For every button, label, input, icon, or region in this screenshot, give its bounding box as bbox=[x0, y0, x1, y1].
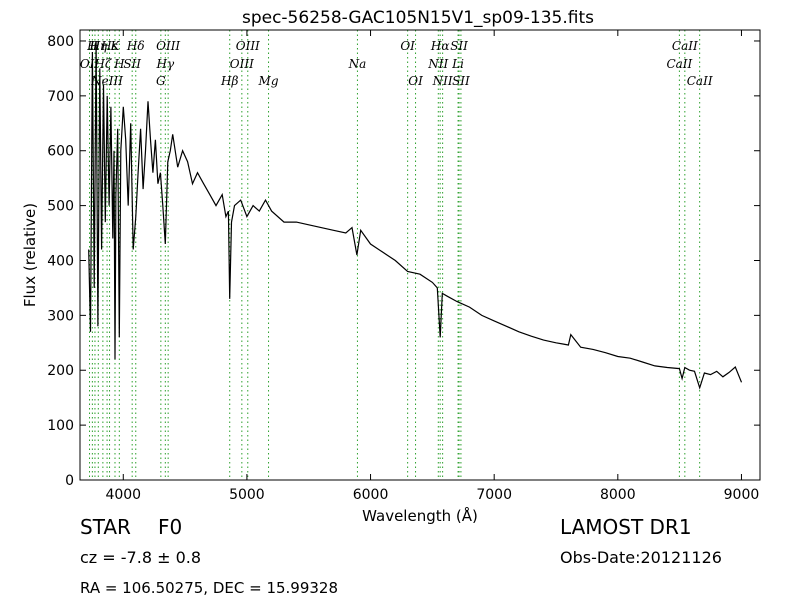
redshift-cz: cz = -7.8 ± 0.8 bbox=[80, 548, 202, 567]
x-tick-label-4: 8000 bbox=[600, 487, 636, 503]
spectral-line-label-10: Hδ bbox=[126, 39, 145, 53]
y-tick-label-8: 800 bbox=[47, 34, 74, 50]
spectral-line-label-20: OI bbox=[408, 74, 423, 88]
y-tick-label-1: 100 bbox=[47, 418, 74, 434]
spectral-line-label-9: SII bbox=[123, 57, 141, 71]
spectral-line-label-6: Hε bbox=[100, 39, 118, 53]
spectral-line-label-25: SII bbox=[450, 39, 468, 53]
spectral-line-label-7: K bbox=[110, 39, 121, 53]
chart-title: spec-56258-GAC105N15V1_sp09-135.fits bbox=[242, 8, 594, 28]
spectral-line-label-5: NeIII bbox=[90, 74, 123, 88]
spectral-line-label-12: Hγ bbox=[155, 57, 174, 71]
x-tick-label-1: 5000 bbox=[229, 487, 265, 503]
spectral-line-label-14: Hβ bbox=[220, 74, 238, 88]
spectral-line-label-0: OII bbox=[80, 57, 100, 71]
y-tick-label-2: 200 bbox=[47, 363, 74, 379]
object-class: STAR bbox=[80, 515, 131, 539]
y-tick-label-6: 600 bbox=[47, 144, 74, 160]
spectral-line-label-21: NII bbox=[427, 57, 448, 71]
spectral-line-label-16: OIII bbox=[236, 39, 260, 53]
plot-frame bbox=[79, 29, 761, 481]
x-tick-label-3: 7000 bbox=[476, 487, 512, 503]
x-tick-label-5: 9000 bbox=[724, 487, 760, 503]
spectral-line-label-11: G bbox=[156, 74, 166, 88]
spectrum-line bbox=[88, 40, 743, 390]
spectral-line-labels: OIIHHHηHζNeIIIHεKHSIIHδGHγOIIIHβOIIIOIII… bbox=[80, 39, 713, 88]
x-axis-ticks: 4000 5000 6000 7000 8000 9000 bbox=[105, 30, 759, 503]
y-tick-label-5: 500 bbox=[47, 199, 74, 215]
y-tick-label-4: 400 bbox=[47, 253, 74, 269]
spectral-line-label-1: H bbox=[86, 39, 98, 53]
spectral-line-label-13: OIII bbox=[156, 39, 180, 53]
spectral-line-markers bbox=[89, 30, 701, 480]
survey-name: LAMOST DR1 bbox=[560, 515, 692, 539]
spectral-line-label-22: Hα bbox=[430, 39, 450, 53]
object-subclass: F0 bbox=[158, 515, 183, 539]
y-tick-label-7: 700 bbox=[47, 89, 74, 105]
y-tick-label-3: 300 bbox=[47, 308, 74, 324]
spectral-line-label-28: CaII bbox=[672, 39, 698, 53]
x-tick-label-2: 6000 bbox=[353, 487, 389, 503]
spectral-line-label-18: Na bbox=[348, 57, 367, 71]
x-axis-label: Wavelength (Å) bbox=[362, 506, 478, 525]
y-tick-label-0: 0 bbox=[65, 473, 74, 489]
spectral-line-label-15: OIII bbox=[230, 57, 254, 71]
spectral-line-label-24: Li bbox=[451, 57, 464, 71]
spectral-line-label-26: SII bbox=[452, 74, 470, 88]
spectral-line-label-2: H bbox=[89, 39, 101, 53]
observation-date: Obs-Date:20121126 bbox=[560, 548, 722, 567]
spectral-line-label-23: NII bbox=[432, 74, 453, 88]
spectral-line-label-8: H bbox=[113, 57, 125, 71]
spectral-line-label-17: Mg bbox=[258, 74, 279, 88]
spectral-line-label-29: CaII bbox=[687, 74, 713, 88]
spectral-line-label-19: OI bbox=[400, 39, 415, 53]
x-tick-label-0: 4000 bbox=[105, 487, 141, 503]
spectral-line-label-3: Hη bbox=[88, 39, 107, 53]
y-axis-label: Flux (relative) bbox=[21, 203, 39, 307]
spectral-line-label-4: Hζ bbox=[93, 57, 112, 71]
y-axis-ticks: 0 100 200 300 400 500 600 700 800 bbox=[47, 34, 760, 489]
ra-dec-coordinates: RA = 106.50275, DEC = 15.99328 bbox=[80, 579, 339, 597]
spectral-line-label-27: CaII bbox=[666, 57, 692, 71]
